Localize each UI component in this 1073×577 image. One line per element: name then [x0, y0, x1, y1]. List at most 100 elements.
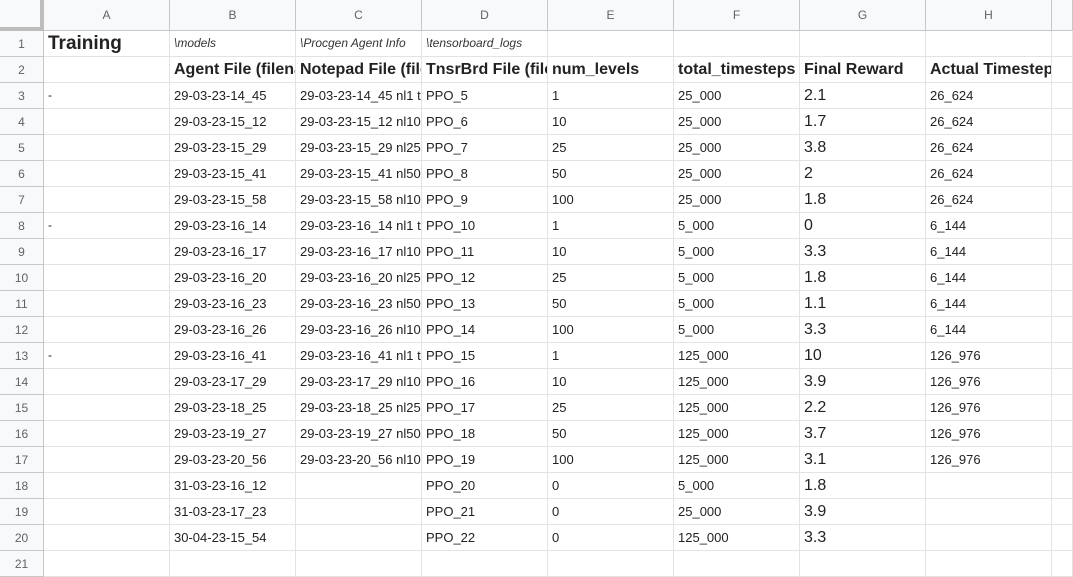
cell-f3[interactable]: 25_000 — [674, 83, 800, 109]
cell-c1[interactable]: \Procgen Agent Info — [296, 31, 422, 57]
cell-b9[interactable]: 29-03-23-16_17 — [170, 239, 296, 265]
cell-g8[interactable]: 0 — [800, 213, 926, 239]
cell-d10[interactable]: PPO_12 — [422, 265, 548, 291]
row-header-20[interactable]: 20 — [0, 525, 44, 551]
row-header-16[interactable]: 16 — [0, 421, 44, 447]
cell-d1[interactable]: \tensorboard_logs — [422, 31, 548, 57]
cell-b2[interactable]: Agent File (filename) — [170, 57, 296, 83]
cell-c17[interactable]: 29-03-23-20_56 nl100 t125_000 — [296, 447, 422, 473]
cell-a5[interactable] — [44, 135, 170, 161]
cell-f16[interactable]: 125_000 — [674, 421, 800, 447]
cell-f15[interactable]: 125_000 — [674, 395, 800, 421]
cell-g21[interactable] — [800, 551, 926, 577]
cell-h1[interactable] — [926, 31, 1052, 57]
cell-a1[interactable]: Training — [44, 31, 170, 57]
row-header-15[interactable]: 15 — [0, 395, 44, 421]
cell-f6[interactable]: 25_000 — [674, 161, 800, 187]
cell-a17[interactable] — [44, 447, 170, 473]
cell-i3[interactable] — [1052, 83, 1073, 109]
cell-e1[interactable] — [548, 31, 674, 57]
cell-b18[interactable]: 31-03-23-16_12 — [170, 473, 296, 499]
cell-d18[interactable]: PPO_20 — [422, 473, 548, 499]
cell-h17[interactable]: 126_976 — [926, 447, 1052, 473]
cell-e13[interactable]: 1 — [548, 343, 674, 369]
cell-a19[interactable] — [44, 499, 170, 525]
cell-g2[interactable]: Final Reward — [800, 57, 926, 83]
cell-g4[interactable]: 1.7 — [800, 109, 926, 135]
cell-b14[interactable]: 29-03-23-17_29 — [170, 369, 296, 395]
select-all-corner[interactable] — [0, 0, 44, 31]
cell-i6[interactable] — [1052, 161, 1073, 187]
cell-e12[interactable]: 100 — [548, 317, 674, 343]
cell-b20[interactable]: 30-04-23-15_54 — [170, 525, 296, 551]
cell-h11[interactable]: 6_144 — [926, 291, 1052, 317]
cell-c3[interactable]: 29-03-23-14_45 nl1 t25_000 — [296, 83, 422, 109]
cell-h15[interactable]: 126_976 — [926, 395, 1052, 421]
cell-c7[interactable]: 29-03-23-15_58 nl100 t25_000 — [296, 187, 422, 213]
cell-c5[interactable]: 29-03-23-15_29 nl25 t25_000 — [296, 135, 422, 161]
cell-a15[interactable] — [44, 395, 170, 421]
cell-c19[interactable] — [296, 499, 422, 525]
cell-d7[interactable]: PPO_9 — [422, 187, 548, 213]
cell-i2[interactable] — [1052, 57, 1073, 83]
cell-a9[interactable] — [44, 239, 170, 265]
cell-e4[interactable]: 10 — [548, 109, 674, 135]
cell-e8[interactable]: 1 — [548, 213, 674, 239]
cell-d4[interactable]: PPO_6 — [422, 109, 548, 135]
row-header-10[interactable]: 10 — [0, 265, 44, 291]
cell-f9[interactable]: 5_000 — [674, 239, 800, 265]
cell-e19[interactable]: 0 — [548, 499, 674, 525]
row-header-11[interactable]: 11 — [0, 291, 44, 317]
row-header-13[interactable]: 13 — [0, 343, 44, 369]
cell-b4[interactable]: 29-03-23-15_12 — [170, 109, 296, 135]
cell-f8[interactable]: 5_000 — [674, 213, 800, 239]
cell-h2[interactable]: Actual Timesteps — [926, 57, 1052, 83]
cell-b5[interactable]: 29-03-23-15_29 — [170, 135, 296, 161]
row-header-1[interactable]: 1 — [0, 31, 44, 57]
cell-c14[interactable]: 29-03-23-17_29 nl10 t125_000 — [296, 369, 422, 395]
cell-f20[interactable]: 125_000 — [674, 525, 800, 551]
cell-f7[interactable]: 25_000 — [674, 187, 800, 213]
cell-i19[interactable] — [1052, 499, 1073, 525]
cell-g15[interactable]: 2.2 — [800, 395, 926, 421]
cell-d12[interactable]: PPO_14 — [422, 317, 548, 343]
cell-a21[interactable] — [44, 551, 170, 577]
cell-f21[interactable] — [674, 551, 800, 577]
cell-h10[interactable]: 6_144 — [926, 265, 1052, 291]
cell-d11[interactable]: PPO_13 — [422, 291, 548, 317]
cell-i1[interactable] — [1052, 31, 1073, 57]
cell-b8[interactable]: 29-03-23-16_14 — [170, 213, 296, 239]
cell-g13[interactable]: 10 — [800, 343, 926, 369]
cell-g7[interactable]: 1.8 — [800, 187, 926, 213]
cell-a12[interactable] — [44, 317, 170, 343]
cell-f12[interactable]: 5_000 — [674, 317, 800, 343]
column-header-c[interactable]: C — [296, 0, 422, 31]
cell-a3[interactable]: - — [44, 83, 170, 109]
cell-g9[interactable]: 3.3 — [800, 239, 926, 265]
cell-f1[interactable] — [674, 31, 800, 57]
cell-g19[interactable]: 3.9 — [800, 499, 926, 525]
cell-e17[interactable]: 100 — [548, 447, 674, 473]
cell-i16[interactable] — [1052, 421, 1073, 447]
cell-b1[interactable]: \models — [170, 31, 296, 57]
cell-c20[interactable] — [296, 525, 422, 551]
cell-c4[interactable]: 29-03-23-15_12 nl10 t25_000 — [296, 109, 422, 135]
cell-e16[interactable]: 50 — [548, 421, 674, 447]
cell-a14[interactable] — [44, 369, 170, 395]
row-header-17[interactable]: 17 — [0, 447, 44, 473]
column-header-d[interactable]: D — [422, 0, 548, 31]
cell-e21[interactable] — [548, 551, 674, 577]
cell-d6[interactable]: PPO_8 — [422, 161, 548, 187]
cell-c9[interactable]: 29-03-23-16_17 nl10 t5_000 — [296, 239, 422, 265]
cell-f4[interactable]: 25_000 — [674, 109, 800, 135]
cell-i11[interactable] — [1052, 291, 1073, 317]
column-header-a[interactable]: A — [44, 0, 170, 31]
row-header-3[interactable]: 3 — [0, 83, 44, 109]
cell-d16[interactable]: PPO_18 — [422, 421, 548, 447]
cell-a6[interactable] — [44, 161, 170, 187]
cell-h8[interactable]: 6_144 — [926, 213, 1052, 239]
cell-b19[interactable]: 31-03-23-17_23 — [170, 499, 296, 525]
column-header-g[interactable]: G — [800, 0, 926, 31]
cell-b15[interactable]: 29-03-23-18_25 — [170, 395, 296, 421]
cell-f14[interactable]: 125_000 — [674, 369, 800, 395]
